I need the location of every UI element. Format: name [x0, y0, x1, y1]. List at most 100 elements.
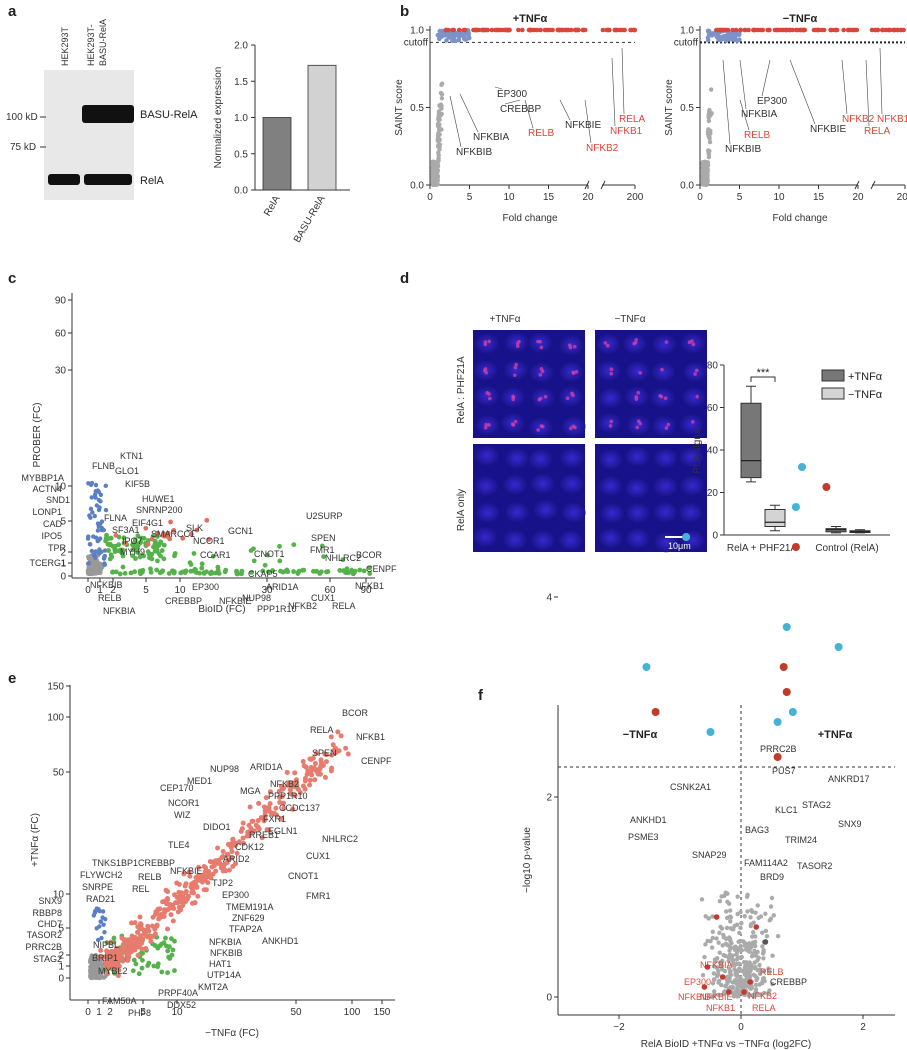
point-bioid: [180, 569, 185, 575]
point-nfkbie: [719, 974, 726, 980]
point-prober: [87, 513, 92, 518]
point-ns: [775, 933, 781, 939]
point-both: [309, 772, 315, 778]
point-both: [290, 806, 296, 812]
point-sig-low: [463, 37, 469, 42]
point-both: [135, 952, 141, 958]
point-ns: [706, 148, 711, 153]
y-tick-label: 1.0: [680, 26, 694, 37]
point-ns: [703, 173, 708, 178]
point-bioid: [130, 547, 136, 553]
point-both: [343, 745, 349, 751]
nucleus: [598, 527, 623, 548]
pla-dot: [571, 370, 576, 375]
y-tick-label: 0: [712, 531, 718, 542]
point-both: [147, 935, 153, 941]
label-nfkbie: NFKBIE: [170, 866, 203, 876]
point-both: [338, 733, 344, 739]
point-both: [100, 954, 106, 960]
point-bioid: [285, 569, 291, 575]
point-bioid: [108, 535, 114, 541]
label-mga: MGA: [240, 786, 261, 796]
point-bioid: [161, 542, 167, 548]
cutoff-label: cutoff: [404, 37, 428, 48]
point-both: [206, 537, 212, 542]
point-both: [171, 905, 177, 911]
point-bioid: [280, 569, 286, 575]
point-both: [276, 788, 282, 794]
point-bag3: [779, 663, 788, 671]
point-bioid: [188, 568, 194, 574]
band-basu-rela: [82, 105, 134, 123]
point-minus-only: [166, 944, 172, 950]
label-nfkbia: NFKBIA: [209, 937, 242, 947]
nucleus: [528, 449, 553, 470]
label-chd7: CHD7: [37, 919, 62, 929]
label-snap29: SNAP29: [692, 850, 727, 860]
point-plus-only: [99, 935, 104, 941]
point-ns: [757, 982, 762, 987]
point-ns: [713, 959, 718, 964]
point-both: [213, 868, 219, 874]
point-ns: [770, 981, 775, 987]
y-tick-label: 0.5: [680, 103, 694, 114]
point-ns: [90, 967, 96, 973]
label-nipbl: NIPBL: [93, 940, 119, 950]
label-nfkbie: NFKBIE: [565, 120, 601, 131]
x-tick-label: 10: [174, 585, 186, 596]
point-both: [225, 851, 231, 857]
point-ns: [703, 163, 708, 168]
point-both: [123, 541, 129, 547]
point-bioid: [187, 560, 193, 566]
label-cenpf: CENPF: [361, 756, 392, 766]
y-tick-label: 1: [58, 962, 64, 973]
point-ns: [86, 570, 91, 576]
point-both: [115, 973, 121, 979]
label-nfkbib: NFKBIB: [90, 580, 123, 590]
point-both: [137, 914, 143, 920]
point-ns: [727, 908, 733, 913]
point-psme3: [651, 708, 660, 716]
label-nfkb2: NFKB2: [842, 114, 875, 125]
point-prober: [99, 525, 105, 531]
point-sig-high: [573, 27, 578, 33]
label-snrpe: SNRPE: [82, 882, 113, 892]
point-bioid: [277, 543, 282, 549]
point-plus-only: [102, 930, 107, 935]
label-kmt2a: KMT2A: [198, 982, 228, 992]
point-minus-only: [104, 940, 110, 946]
point-sig-high: [797, 27, 803, 33]
point-both: [128, 936, 134, 942]
point-minus-only: [136, 971, 142, 977]
pla-dot: [515, 341, 520, 346]
point-both: [161, 533, 167, 539]
point-ns: [710, 929, 715, 935]
label-snrnp200: SNRNP200: [136, 505, 183, 515]
point-prober: [93, 495, 98, 500]
x-axis-label: BioID (FC): [198, 604, 245, 615]
point-both: [263, 795, 269, 801]
point-both: [146, 928, 152, 934]
label-flywch2: FLYWCH2: [80, 870, 122, 880]
nucleus: [598, 388, 623, 409]
x-tick-label: 0: [85, 1007, 91, 1018]
leader-rela: [865, 59, 870, 127]
leader-nfkb2: [841, 59, 848, 115]
point-ns: [712, 992, 717, 997]
pla-dot: [538, 373, 543, 377]
point-ns: [726, 955, 732, 960]
point-ep300: [704, 964, 711, 970]
point-ns: [735, 948, 741, 953]
x-tick-label: 0: [85, 585, 91, 596]
point-both: [183, 898, 189, 904]
y-tick-label: 0: [60, 572, 66, 583]
x-tick-label: 15: [543, 192, 555, 203]
y-tick-label: 0.5: [410, 103, 424, 114]
y-axis-label: SAINT score: [394, 79, 405, 136]
point-ns: [702, 159, 708, 165]
point-both: [238, 828, 244, 834]
label-cux1: CUX1: [306, 851, 330, 861]
point-bioid: [265, 569, 271, 575]
bar-rela: [262, 117, 292, 191]
point-minus-only: [145, 963, 151, 968]
